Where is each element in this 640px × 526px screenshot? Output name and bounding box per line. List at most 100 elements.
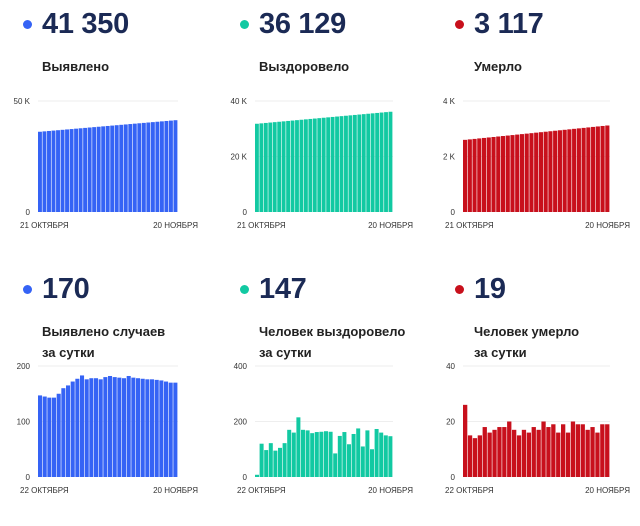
chart-recovered: 0 20 K 40 K 21 ОКТЯБРЯ 20 НОЯБРЯ (231, 97, 414, 230)
bar (472, 438, 478, 477)
bar (562, 129, 567, 212)
bar (103, 377, 108, 477)
y-tick-label: 4 K (443, 97, 456, 106)
bar (510, 135, 515, 212)
bar (145, 379, 150, 477)
bar (61, 388, 66, 477)
bar (356, 428, 361, 477)
bar (333, 453, 338, 477)
bar (84, 379, 89, 477)
bar (516, 435, 522, 477)
bar (348, 115, 353, 212)
bar (326, 117, 331, 212)
bar (126, 375, 131, 477)
bar (150, 122, 155, 212)
card-recovered: 36 129 Выздоровело (237, 2, 432, 88)
bar (507, 421, 512, 477)
bar (278, 447, 282, 477)
bar (330, 116, 335, 212)
bar (94, 378, 99, 477)
bar (521, 429, 527, 477)
y-tick-label: 100 (17, 418, 31, 427)
bar (69, 129, 74, 212)
x-tick-label: 21 ОКТЯБРЯ (237, 221, 286, 230)
bar (277, 121, 282, 212)
bar (352, 114, 357, 212)
y-tick-label: 40 K (231, 97, 248, 106)
bar (557, 130, 562, 212)
bar (580, 424, 585, 477)
bar (481, 137, 487, 212)
stat-label: Выздоровело (259, 56, 349, 77)
bar (526, 432, 531, 477)
x-tick-label: 20 НОЯБРЯ (585, 486, 630, 495)
stat-label: Человек умерло за сутки (474, 321, 579, 363)
bar (119, 124, 124, 212)
bar (168, 382, 173, 477)
bar (561, 424, 566, 477)
bar (75, 378, 80, 477)
bar (308, 118, 313, 212)
bar (591, 126, 596, 212)
bar (321, 117, 326, 212)
bar (87, 127, 92, 212)
bar (487, 432, 492, 477)
stat-label-line: Выявлено случаев (42, 324, 166, 339)
bar (110, 125, 115, 212)
bar (310, 433, 315, 477)
bar (551, 424, 556, 477)
bar (570, 421, 576, 477)
stat-label: Выявлено случаев за сутки (42, 321, 165, 363)
bar (595, 126, 600, 212)
stat-label-line: за сутки (42, 345, 95, 360)
bar (342, 432, 347, 477)
bar (105, 125, 110, 212)
stat-value: 19 (474, 273, 506, 305)
bar (515, 134, 520, 212)
bar (375, 112, 380, 212)
y-tick-label: 400 (234, 362, 248, 371)
bar (290, 120, 295, 212)
x-tick-label: 20 НОЯБРЯ (585, 221, 630, 230)
x-tick-label: 22 ОКТЯБРЯ (445, 486, 494, 495)
bar (89, 378, 94, 477)
bar (567, 129, 572, 212)
x-tick-label: 22 ОКТЯБРЯ (20, 486, 69, 495)
bar (482, 427, 487, 477)
bar (286, 120, 291, 212)
bar (146, 122, 151, 212)
bar (314, 432, 319, 477)
bar (576, 128, 581, 212)
card-died: 3 117 Умерло (452, 2, 640, 88)
bar (365, 430, 370, 477)
bar (38, 131, 42, 212)
bar (259, 123, 264, 212)
bar (361, 114, 366, 212)
bar (268, 122, 273, 212)
x-tick-label: 20 НОЯБРЯ (153, 486, 198, 495)
bar (477, 435, 482, 477)
y-tick-label: 0 (26, 208, 31, 217)
y-tick-label: 20 (446, 418, 455, 427)
card-recovered-daily: 147 Человек выздоровело за сутки (237, 267, 432, 360)
bar (255, 123, 259, 212)
bar (42, 396, 47, 477)
y-tick-label: 40 (446, 362, 455, 371)
bar (541, 421, 546, 477)
bar (565, 432, 571, 477)
bar (467, 139, 472, 212)
bar (282, 443, 287, 477)
bar (159, 380, 164, 477)
bar (287, 429, 292, 477)
bar (319, 431, 324, 477)
bar (600, 125, 605, 212)
bar (383, 435, 388, 477)
bar (360, 446, 365, 477)
bar (374, 428, 379, 477)
bar (553, 130, 558, 212)
bar (538, 132, 544, 212)
bar (370, 449, 374, 477)
bar (108, 375, 113, 477)
y-tick-label: 0 (243, 208, 248, 217)
